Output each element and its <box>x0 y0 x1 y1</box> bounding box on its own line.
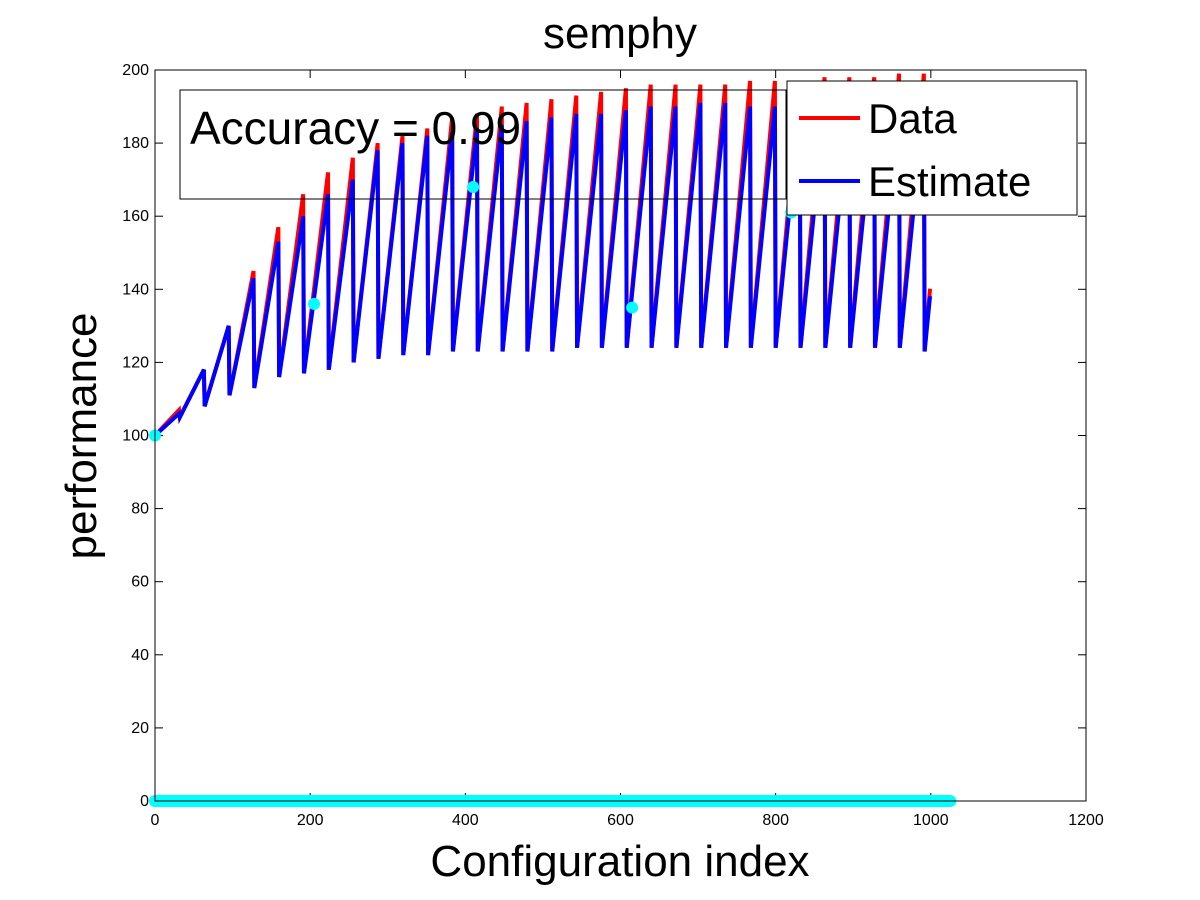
x-tick-label: 600 <box>607 812 634 829</box>
y-tick-label: 80 <box>131 501 149 518</box>
x-tick-label: 1000 <box>913 812 949 829</box>
chart-title: semphy <box>543 9 697 58</box>
x-tick-label: 800 <box>762 812 789 829</box>
plot-frame <box>154 69 1087 802</box>
series-lines <box>153 73 933 437</box>
y-tick-label: 40 <box>131 647 149 664</box>
legend-label-data: Data <box>868 95 957 142</box>
y-axis-label: performance <box>57 312 106 559</box>
y-tick-label: 180 <box>122 135 149 152</box>
series-line-estimate <box>153 102 933 437</box>
y-tick-label: 140 <box>122 281 149 298</box>
x-tick-label: 200 <box>297 812 324 829</box>
sample-point <box>467 180 480 193</box>
legend-label-estimate: Estimate <box>868 158 1031 205</box>
y-tick-label: 100 <box>122 428 149 445</box>
sample-point <box>308 297 321 310</box>
axis-ticks: 0 200 400 600 800 1000 1200 0 20 40 60 80 100 120 140 1… <box>122 62 1104 829</box>
y-tick-label: 200 <box>122 62 149 79</box>
x-tick-label: 400 <box>452 812 479 829</box>
y-tick-label: 120 <box>122 354 149 371</box>
accuracy-annotation: Accuracy = 0.99 <box>190 102 521 154</box>
x-tick-label: 1200 <box>1068 812 1104 829</box>
annotation-box <box>179 89 787 200</box>
legend-box <box>786 80 1078 216</box>
x-tick-label: 0 <box>151 812 160 829</box>
legend: Data Estimate <box>786 80 1078 216</box>
sample-point <box>626 301 639 314</box>
x-axis-label: Configuration index <box>430 837 809 886</box>
y-tick-label: 0 <box>140 793 149 810</box>
y-tick-label: 20 <box>131 720 149 737</box>
y-tick-label: 160 <box>122 208 149 225</box>
y-tick-label: 60 <box>131 574 149 591</box>
